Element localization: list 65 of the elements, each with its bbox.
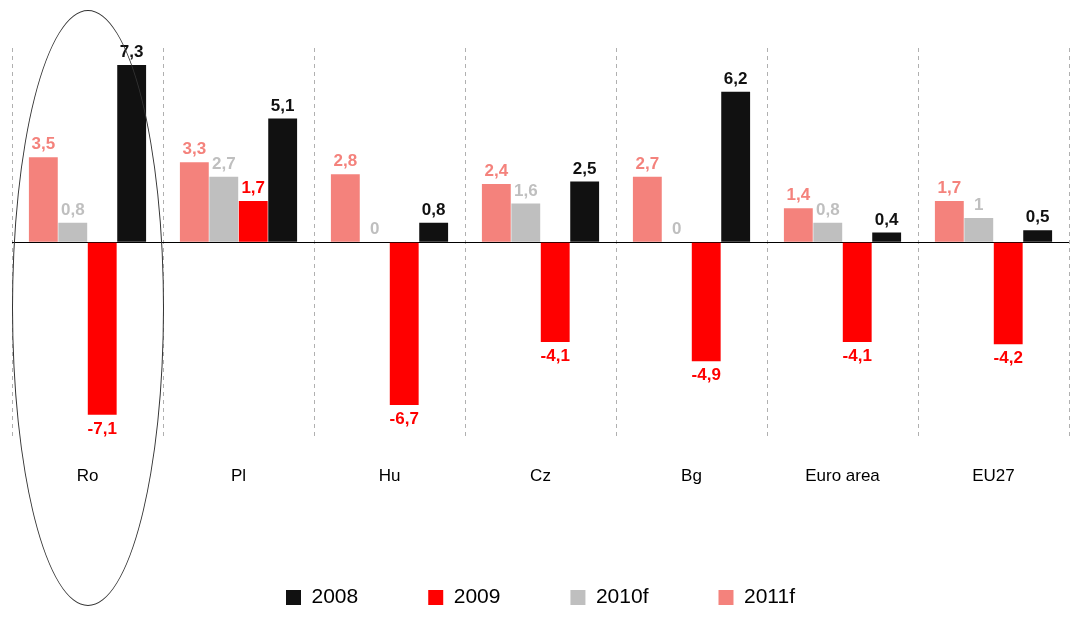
data-label: 5,1 <box>270 95 295 115</box>
bar <box>268 118 298 242</box>
data-label: 0,4 <box>874 209 900 229</box>
data-label: 0 <box>672 219 682 239</box>
bar <box>179 162 209 242</box>
data-label: -6,7 <box>389 409 419 429</box>
bar <box>964 218 994 242</box>
legend-label: 2008 <box>311 584 359 608</box>
data-label: 0,5 <box>1025 207 1050 227</box>
x-tick-label: Euro area <box>805 466 881 486</box>
data-label: 2,7 <box>211 153 236 173</box>
bar <box>691 242 721 362</box>
data-label: -4,1 <box>842 346 872 366</box>
legend-label: 2009 <box>453 584 501 608</box>
data-label: 2,5 <box>572 158 597 178</box>
x-tick-label: Bg <box>681 466 702 486</box>
x-tick-label: Pl <box>230 466 247 486</box>
bar <box>934 201 964 242</box>
data-label: 1,4 <box>786 185 811 205</box>
bar <box>511 203 541 242</box>
data-label: -4,1 <box>540 346 570 366</box>
data-label: 1,6 <box>513 180 538 200</box>
legend-label: 2011f <box>744 584 796 608</box>
data-label: 1 <box>974 195 984 215</box>
bar <box>389 242 419 406</box>
data-label: 6,2 <box>723 68 748 88</box>
bar <box>419 222 449 242</box>
bar <box>632 176 662 242</box>
data-label: 0 <box>370 219 380 239</box>
x-tick-label: EU27 <box>972 466 1015 486</box>
data-label: 2,4 <box>484 161 509 181</box>
bar <box>872 232 902 242</box>
x-tick-label: Hu <box>378 466 401 486</box>
data-label: -4,2 <box>993 348 1023 368</box>
bar <box>783 208 813 242</box>
bar <box>58 222 88 242</box>
bar <box>87 242 117 415</box>
data-label: 1,7 <box>937 178 962 198</box>
bar <box>117 65 147 242</box>
bar <box>540 242 570 342</box>
data-label: 3,3 <box>182 139 207 159</box>
data-label: 3,5 <box>31 134 56 154</box>
bar <box>813 222 843 242</box>
data-label: 0,8 <box>815 200 840 220</box>
bar <box>238 201 268 242</box>
bar <box>570 181 600 242</box>
bar <box>28 157 58 242</box>
data-label: -7,1 <box>87 418 117 438</box>
bar <box>993 242 1023 345</box>
bar <box>330 174 360 242</box>
bar <box>209 176 239 242</box>
data-label: 2,8 <box>333 151 358 171</box>
legend-label: 2010f <box>595 584 649 608</box>
data-label: 0,8 <box>421 200 446 220</box>
x-tick-label: Ro <box>76 466 99 486</box>
bar <box>842 242 872 342</box>
data-label: 0,8 <box>60 200 85 220</box>
bar <box>721 91 751 242</box>
data-label: 2,7 <box>635 153 660 173</box>
data-label: -4,9 <box>691 365 721 385</box>
bar <box>481 184 511 242</box>
bar <box>1023 230 1053 242</box>
x-tick-label: Cz <box>530 466 551 486</box>
data-label: 1,7 <box>241 178 266 198</box>
data-label: 7,3 <box>119 42 144 62</box>
